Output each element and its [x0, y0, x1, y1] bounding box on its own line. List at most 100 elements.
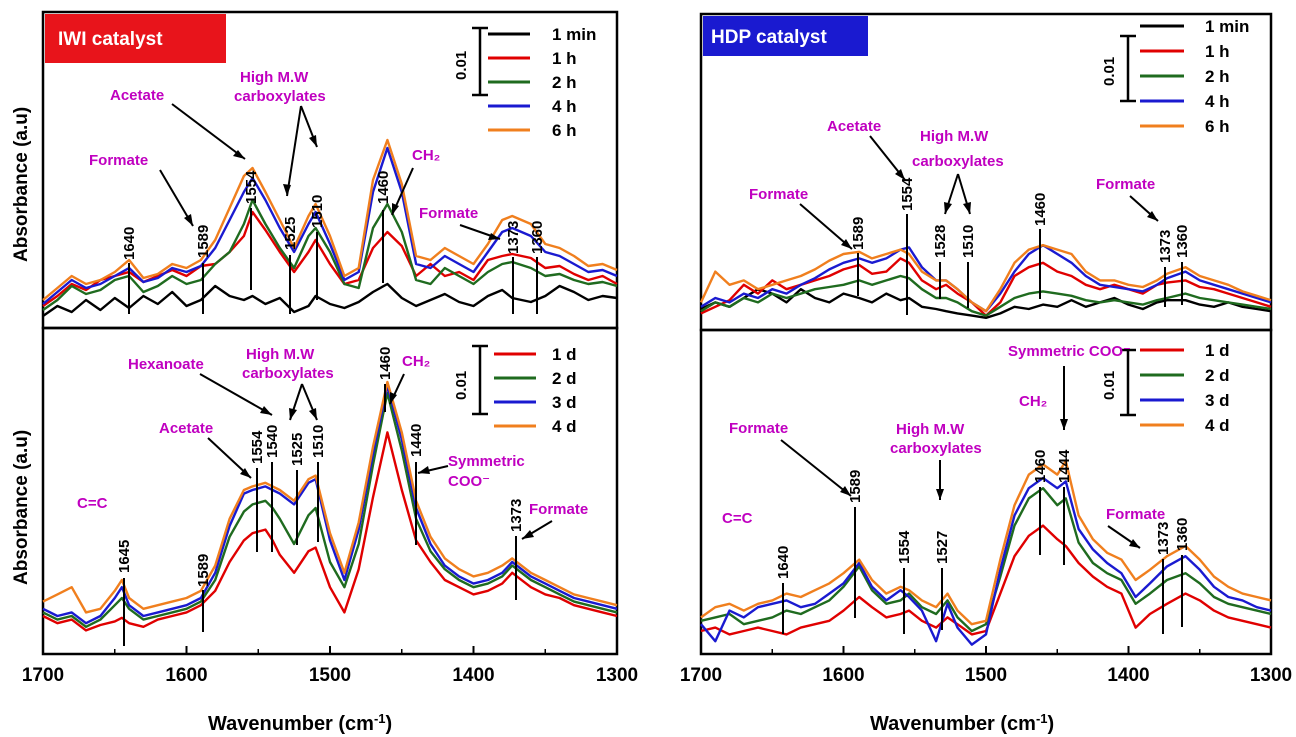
- peak-label: 1525: [282, 217, 299, 250]
- peak-label: 1460: [1032, 450, 1049, 483]
- x-tick-label: 1400: [1107, 665, 1149, 686]
- annotation-high-mw-1: High M.W: [240, 69, 309, 86]
- x-tick-label: 1700: [680, 665, 722, 686]
- x-tick-label: 1500: [309, 665, 351, 686]
- series-line-1-d: [700, 524, 1272, 636]
- peak-markers: 1640 1589 1554 1527 1460 1444 1373 1360: [775, 449, 1191, 634]
- series-line-6-h: [699, 244, 1272, 313]
- x-axis-title-right: Wavenumber (cm-1): [870, 711, 1054, 736]
- panel-iwi-time: IWI catalyst 0.01 1 min 1 h 2 h 4 h 6 h 1640…: [41, 10, 619, 330]
- legend-label: 1 d: [1205, 341, 1230, 360]
- legend-label: 2 h: [1205, 67, 1230, 86]
- peak-markers: 1640 1589 1554 1525 1510 1460 1373 1360: [121, 170, 546, 314]
- peak-label: 1527: [934, 531, 951, 564]
- series-line-3-d: [42, 384, 618, 625]
- legend-label: 6 h: [552, 121, 577, 140]
- scale-bar-label: 0.01: [453, 51, 470, 80]
- peak-label: 1589: [195, 225, 212, 258]
- series-lines: [699, 244, 1272, 319]
- annotation-high-mw-1: High M.W: [246, 346, 315, 363]
- peak-label: 1444: [1056, 449, 1073, 483]
- legend-label: 4 d: [1205, 416, 1230, 435]
- annotation-sym-coo-2: COO⁻: [448, 473, 490, 490]
- panel-frame: [699, 328, 1273, 656]
- annotations: Formate C=C High M.W carboxylates CH₂ Sy…: [722, 343, 1165, 549]
- x-tick-label: 1300: [1250, 665, 1292, 686]
- peak-label: 1373: [1155, 522, 1172, 555]
- series-lines: [42, 138, 618, 317]
- x-tick-label: 1700: [22, 665, 64, 686]
- peak-label: 1373: [508, 499, 525, 532]
- panel-frame: [699, 12, 1273, 332]
- peak-label: 1360: [1174, 518, 1191, 551]
- peak-label: 1645: [116, 540, 133, 573]
- annotation-high-mw-1: High M.W: [896, 421, 965, 438]
- annotation-cc: C=C: [77, 495, 108, 512]
- annotation-acetate: Acetate: [159, 420, 213, 437]
- legend-label: 1 d: [552, 345, 577, 364]
- peak-label: 1460: [377, 347, 394, 380]
- legend: 1 min 1 h 2 h 4 h 6 h: [1140, 17, 1249, 136]
- peak-label: 1554: [243, 170, 260, 204]
- scale-bar: 0.01: [453, 344, 488, 416]
- badge-hdp-label: HDP catalyst: [711, 27, 827, 48]
- peak-markers: 1589 1554 1528 1510 1460 1373 1360: [850, 177, 1191, 315]
- legend-label: 1 h: [552, 49, 577, 68]
- annotation-ch2: CH₂: [1019, 393, 1047, 410]
- annotation-ch2: CH₂: [412, 147, 440, 164]
- legend-label: 1 h: [1205, 42, 1230, 61]
- y-axis-label-bottom-left: Absorbance (a.u): [11, 430, 32, 585]
- series-lines: [700, 459, 1272, 646]
- peak-markers: 1645 1589 1554 1540 1525 1510 1460 1440 …: [116, 347, 525, 646]
- peak-label: 1554: [899, 177, 916, 211]
- annotation-acetate: Acetate: [110, 87, 164, 104]
- series-line-1-min: [700, 288, 1272, 319]
- annotation-formate-1: Formate: [729, 420, 788, 437]
- scale-bar: 0.01: [1101, 348, 1136, 417]
- peak-label: 1525: [289, 433, 306, 466]
- series-line-2-h: [42, 198, 618, 311]
- annotation-acetate: Acetate: [827, 118, 881, 135]
- scale-bar: 0.01: [1101, 34, 1136, 103]
- annotation-high-mw-2: carboxylates: [242, 365, 334, 382]
- legend-label: 3 d: [1205, 391, 1230, 410]
- annotation-high-mw-2: carboxylates: [890, 440, 982, 457]
- annotation-formate-2: Formate: [1106, 506, 1165, 523]
- series-lines: [42, 380, 618, 632]
- peak-label: 1360: [529, 221, 546, 254]
- series-line-2-d: [42, 391, 618, 628]
- series-line-6-h: [42, 138, 618, 301]
- legend-label: 4 h: [552, 97, 577, 116]
- annotation-ch2: CH₂: [402, 353, 430, 370]
- peak-label: 1373: [505, 221, 522, 254]
- annotation-sym-coo-1: Symmetric: [448, 453, 525, 470]
- peak-label: 1510: [960, 225, 977, 258]
- peak-label: 1640: [121, 227, 138, 260]
- legend-label: 1 min: [1205, 17, 1249, 36]
- legend-label: 2 d: [1205, 366, 1230, 385]
- legend-label: 1 min: [552, 25, 596, 44]
- annotation-formate-1: Formate: [89, 152, 148, 169]
- annotation-sym-coo: Symmetric COO⁻: [1008, 343, 1131, 360]
- annotation-formate-2: Formate: [1096, 176, 1155, 193]
- series-line-3-d: [700, 476, 1272, 646]
- series-line-2-h: [700, 274, 1272, 317]
- annotation-high-mw-2: carboxylates: [234, 88, 326, 105]
- series-line-1-d: [42, 431, 618, 632]
- peak-label: 1510: [310, 425, 327, 458]
- annotation-hexanoate: Hexanoate: [128, 356, 204, 373]
- series-line-4-d: [700, 459, 1272, 626]
- panel-hdp-day: 0.01 1 d 2 d 3 d 4 d 1640 1589 1554 1527 14…: [680, 328, 1292, 686]
- peak-label: 1440: [408, 424, 425, 457]
- annotation-cc: C=C: [722, 510, 753, 527]
- legend-label: 4 h: [1205, 92, 1230, 111]
- annotations: C=C Acetate Hexanoate High M.W carboxyla…: [77, 346, 588, 540]
- annotation-formate-1: Formate: [749, 186, 808, 203]
- peak-label: 1589: [195, 554, 212, 587]
- legend-label: 3 d: [552, 393, 577, 412]
- series-line-4-h: [42, 146, 618, 305]
- panel-iwi-day: 0.01 1 d 2 d 3 d 4 d 1645 1589 1554 1540 15…: [22, 326, 638, 686]
- x-tick-label: 1300: [596, 665, 638, 686]
- annotations: Formate Acetate High M.W carboxylates Fo…: [749, 118, 1159, 250]
- peak-label: 1460: [375, 171, 392, 204]
